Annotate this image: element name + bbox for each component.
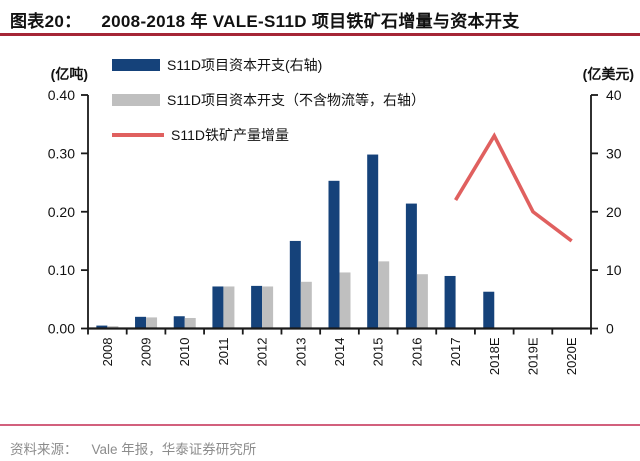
x-label-2012: 2012 [255, 338, 270, 367]
left-tick-label: 0.40 [48, 87, 75, 103]
bar-2016-series0 [405, 203, 417, 329]
legend-swatch-line-icon [112, 133, 164, 137]
x-label-2017: 2017 [448, 338, 463, 367]
x-label-2015: 2015 [371, 338, 386, 367]
bar-2012-series0 [251, 285, 263, 329]
figure-title-row: 图表20： 2008-2018 年 VALE-S11D 项目铁矿石增量与资本开支 [10, 7, 519, 32]
bar-2010-series0 [173, 316, 185, 329]
bar-2017-series0 [444, 275, 456, 329]
legend-label: S11D铁矿产量增量 [171, 127, 289, 143]
legend-item-1: S11D项目资本开支（不含物流等，右轴） [112, 92, 425, 108]
x-label-2008: 2008 [100, 338, 115, 367]
x-label-2018E: 2018E [487, 337, 502, 375]
bar-2008-series1 [107, 326, 119, 329]
x-label-2019E: 2019E [525, 337, 540, 375]
right-axis-unit: (亿美元) [582, 66, 634, 82]
footer-rule [0, 424, 640, 426]
left-tick-label: 0.20 [48, 204, 75, 220]
x-label-2020E: 2020E [564, 337, 579, 375]
bar-2012-series1 [262, 286, 274, 329]
bar-2013-series1 [300, 281, 312, 329]
bar-2015-series0 [367, 154, 379, 329]
header-rule [0, 33, 640, 36]
bar-2015-series1 [378, 261, 390, 329]
bar-2014-series1 [339, 272, 351, 329]
right-tick-label: 40 [606, 87, 622, 103]
bar-2011-series1 [223, 286, 235, 329]
legend-swatch-bar-icon [112, 59, 160, 71]
x-label-2016: 2016 [409, 338, 424, 367]
legend-swatch-bar-icon [112, 94, 160, 106]
right-tick-label: 10 [606, 262, 622, 278]
x-label-2011: 2011 [216, 338, 231, 366]
source-label: 资料来源： [10, 442, 78, 457]
left-tick-label: 0.10 [48, 262, 75, 278]
source-row: 资料来源： Vale 年报，华泰证券研究所 [10, 438, 256, 458]
legend-label: S11D项目资本开支（不含物流等，右轴） [167, 92, 425, 108]
source-text: Vale 年报，华泰证券研究所 [91, 442, 257, 457]
x-label-2009: 2009 [139, 338, 154, 367]
left-tick-label: 0.30 [48, 145, 75, 161]
figure-title: 2008-2018 年 VALE-S11D 项目铁矿石增量与资本开支 [101, 12, 520, 31]
bar-2011-series0 [212, 286, 224, 329]
left-axis-unit: (亿吨) [50, 66, 88, 82]
right-tick-label: 0 [606, 321, 614, 337]
bar-2013-series0 [289, 240, 301, 329]
line-output-increment [454, 132, 573, 243]
x-label-2010: 2010 [177, 338, 192, 367]
legend-item-2: S11D铁矿产量增量 [112, 127, 425, 143]
bar-2018E-series0 [483, 291, 495, 329]
chart-legend: S11D项目资本开支(右轴) S11D项目资本开支（不含物流等，右轴） S11D铁矿… [112, 57, 425, 163]
bar-2014-series0 [328, 180, 340, 329]
bar-2008-series0 [96, 325, 108, 329]
x-label-2014: 2014 [332, 338, 347, 367]
right-tick-label: 30 [606, 145, 622, 161]
bar-2010-series1 [184, 317, 196, 329]
legend-item-0: S11D项目资本开支(右轴) [112, 57, 425, 73]
bar-2009-series1 [146, 317, 158, 329]
x-label-2013: 2013 [293, 338, 308, 367]
bar-2009-series0 [135, 316, 147, 329]
figure-label: 图表20： [10, 12, 82, 31]
bar-2016-series1 [416, 274, 428, 329]
legend-label: S11D项目资本开支(右轴) [167, 57, 323, 73]
right-tick-label: 20 [606, 204, 622, 220]
left-tick-label: 0.00 [48, 321, 75, 337]
